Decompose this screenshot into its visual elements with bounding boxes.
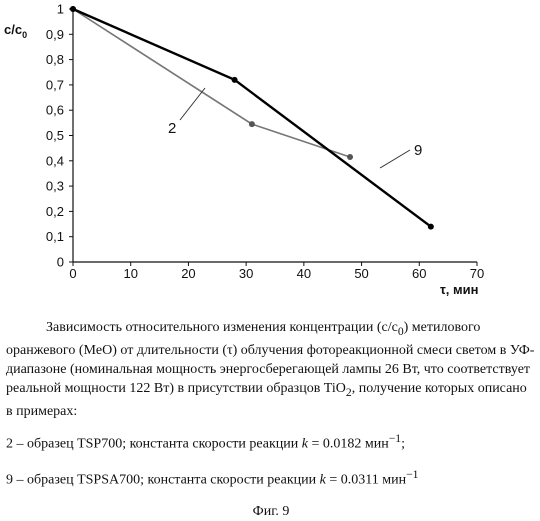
caption-body: Зависимость относительного изменения кон… — [6, 320, 535, 419]
series-label-2: 2 — [168, 120, 176, 137]
series-9-point — [427, 223, 434, 230]
figure-label: Фиг. 9 — [252, 503, 290, 519]
figure-caption: Зависимость относительного изменения кон… — [6, 318, 536, 521]
chart-axes: 0 10 20 30 40 50 60 70 0 0,1 0,2 0,3 0,4 0,5 0,6 0,7 0,8… — [46, 2, 484, 282]
series-2-point — [347, 154, 354, 161]
x-tick-label: 30 — [239, 266, 253, 281]
series-line-9 — [72, 7, 432, 228]
x-tick-label: 20 — [181, 266, 195, 281]
y-tick-label: 0,1 — [46, 229, 64, 244]
series-9-point — [70, 6, 76, 12]
series-label-leader-9 — [379, 149, 411, 169]
x-tick-label: 70 — [470, 266, 484, 281]
y-tick-label: 0,4 — [46, 153, 64, 168]
x-tick-label: 40 — [297, 266, 311, 281]
x-axis-label: τ, мин — [440, 282, 479, 297]
series-2-point — [248, 121, 255, 128]
chart: 0 10 20 30 40 50 60 70 0 0,1 0,2 0,3 0,4 0,5 0,6 0,7 0,8… — [4, 2, 484, 298]
series-9-point — [231, 76, 238, 83]
y-tick-label: 0,6 — [46, 103, 64, 118]
series-label-9: 9 — [414, 142, 422, 159]
y-tick-label: 0 — [57, 255, 64, 270]
caption-item-9: 9 – образец TSPSA700; константа скорости… — [6, 468, 419, 488]
y-tick-label: 1 — [57, 2, 64, 17]
caption-item-2: 2 – образец TSP700; константа скорости р… — [6, 431, 406, 452]
x-tick-label: 50 — [354, 266, 368, 281]
y-tick-label: 0,9 — [46, 27, 64, 42]
x-tick-label: 0 — [69, 266, 76, 281]
y-tick-label: 0,2 — [46, 204, 64, 219]
x-tick-label: 60 — [412, 266, 426, 281]
y-tick-label: 0,3 — [46, 179, 64, 194]
x-tick-label: 10 — [123, 266, 137, 281]
y-axis-label: c/c0 — [4, 22, 27, 40]
chart-series: 29 — [70, 6, 434, 230]
y-tick-label: 0,7 — [46, 77, 64, 92]
y-tick-label: 0,8 — [46, 52, 64, 67]
y-tick-label: 0,5 — [46, 128, 64, 143]
series-label-leader-2 — [179, 87, 206, 121]
